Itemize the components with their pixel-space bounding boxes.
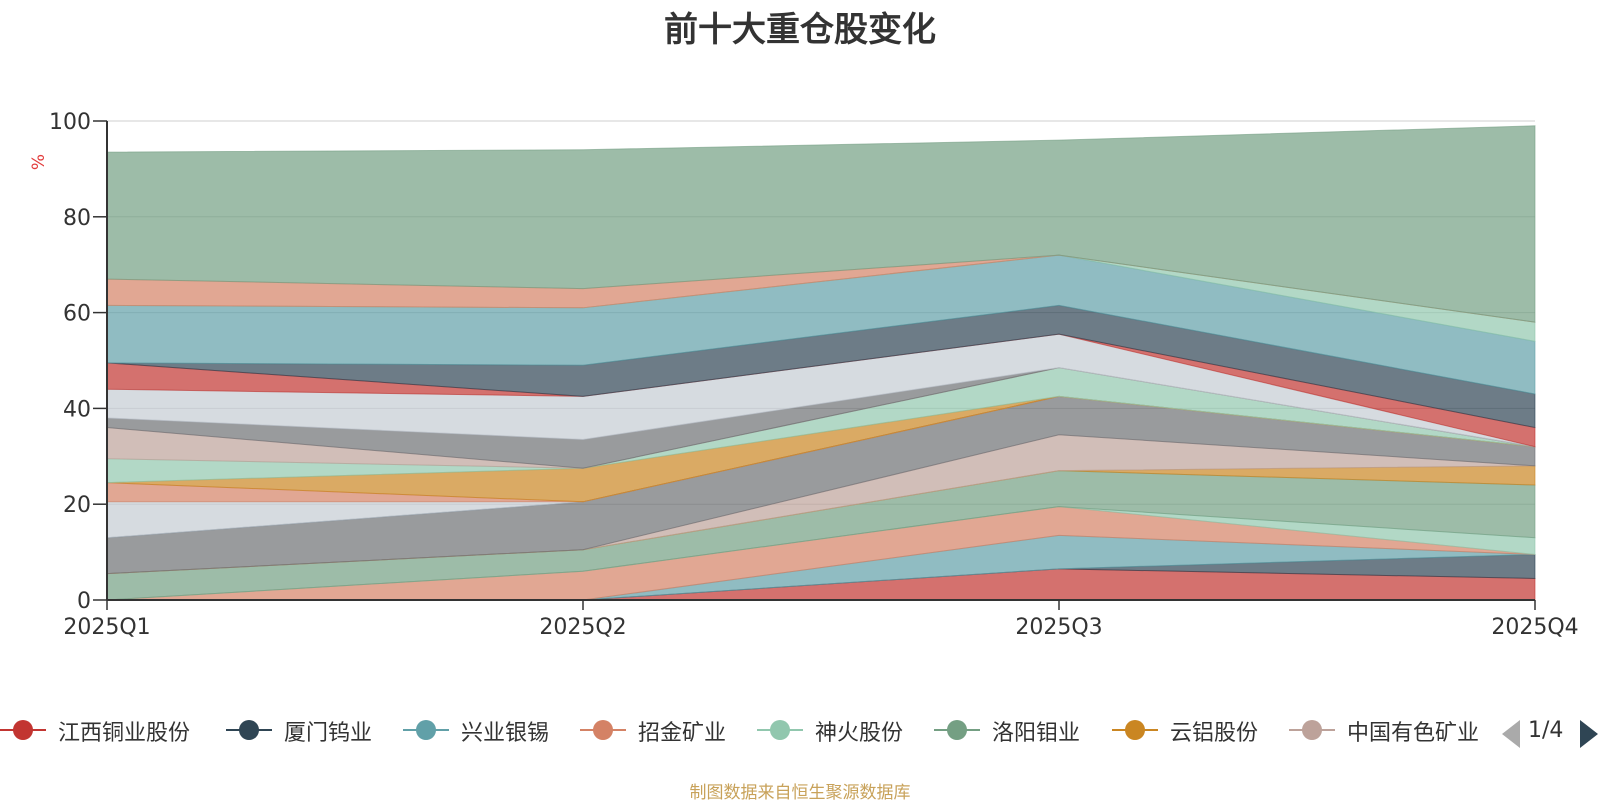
legend-label: 神火股份: [815, 721, 904, 746]
y-tick-label: 40: [63, 397, 91, 422]
legend-page-indicator: 1/4: [1528, 718, 1564, 743]
legend-label: 洛阳钼业: [992, 721, 1081, 746]
x-tick-label: 2025Q4: [1491, 615, 1578, 640]
legend-label: 招金矿业: [638, 721, 727, 746]
x-tick-label: 2025Q1: [63, 615, 150, 640]
area-series-group: [106, 125, 1536, 601]
legend-marker-dot: [239, 720, 259, 740]
legend-label: 云铝股份: [1170, 721, 1259, 746]
legend-prev-page-button[interactable]: [1502, 720, 1520, 748]
legend-marker-dot: [416, 720, 436, 740]
area-series-23[interactable]: [106, 125, 1536, 323]
legend-label: 厦门钨业: [284, 721, 373, 746]
legend-next-page-button[interactable]: [1580, 720, 1598, 748]
x-tick-label: 2025Q2: [539, 615, 626, 640]
legend-marker-dot: [1302, 720, 1322, 740]
y-tick-label: 80: [63, 206, 91, 231]
legend-marker-dot: [770, 720, 790, 740]
source-note: 制图数据来自恒生聚源数据库: [689, 783, 911, 803]
legend-marker-dot: [947, 720, 967, 740]
legend-marker-dot: [13, 720, 33, 740]
legend: 江西铜业股份 厦门钨业 兴业银锡 招金矿业 神火股份 洛阳钼业 云铝股份 中国有色矿业: [0, 712, 1600, 752]
legend-marker-dot: [1125, 720, 1145, 740]
legend-label: 兴业银锡: [461, 721, 550, 746]
y-tick-label: 60: [63, 302, 91, 327]
chart-title: 前十大重仓股变化: [664, 10, 936, 50]
legend-marker-dot: [593, 720, 613, 740]
y-tick-label: 20: [63, 493, 91, 518]
y-tick-label: 0: [77, 589, 91, 614]
legend-label: 中国有色矿业: [1347, 721, 1480, 746]
axes: 0 20 40 60 80 100 2025Q1 2025Q2 2025Q3 2025Q4%: [29, 110, 1579, 640]
legend-label: 江西铜业股份: [58, 721, 191, 746]
y-tick-label: 100: [49, 110, 91, 135]
y-axis-unit-label: %: [29, 154, 49, 170]
x-tick-label: 2025Q3: [1015, 615, 1102, 640]
